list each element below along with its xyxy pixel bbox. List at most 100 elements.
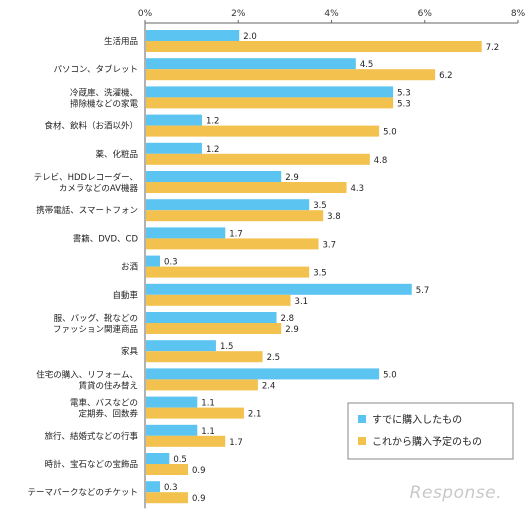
category-label: 旅行、結婚式などの行事: [44, 431, 138, 442]
bar-purchased: [146, 481, 160, 493]
bar-purchased: [146, 227, 226, 239]
bar-planned: [146, 125, 380, 137]
value-label: 2.1: [248, 410, 262, 420]
bar-planned: [146, 238, 319, 250]
bar-planned: [146, 492, 188, 504]
value-label: 5.0: [383, 128, 397, 138]
bar-planned: [146, 464, 188, 475]
value-label: 3.5: [313, 201, 327, 211]
value-label: 1.5: [220, 342, 234, 352]
category-label: 自動車: [112, 290, 138, 301]
bar-planned: [146, 97, 394, 109]
value-label: 1.2: [206, 145, 220, 155]
category-label: 定期券、回数券: [78, 409, 138, 420]
bar-purchased: [146, 453, 170, 464]
response-logo: Response.: [409, 483, 502, 503]
value-label: 3.5: [313, 269, 327, 279]
category-label: テレビ、HDDレコーダー、: [34, 172, 138, 183]
value-label: 2.9: [285, 325, 299, 335]
category-label: 書籍、DVD、CD: [73, 233, 139, 244]
value-label: 4.3: [350, 184, 364, 194]
value-label: 2.9: [285, 173, 299, 183]
bar-purchased: [146, 171, 282, 182]
value-label: 0.5: [173, 455, 187, 465]
value-label: 0.9: [192, 494, 206, 504]
legend-swatch: [358, 437, 366, 445]
bar-purchased: [146, 396, 198, 408]
bar-planned: [146, 351, 263, 363]
value-label: 2.8: [281, 314, 295, 324]
value-label: 1.7: [229, 229, 243, 239]
value-label: 3.1: [295, 297, 309, 307]
bar-purchased: [146, 86, 394, 98]
bar-planned: [146, 379, 258, 391]
bar-purchased: [146, 424, 198, 436]
value-label: 0.3: [164, 258, 178, 268]
bar-purchased: [146, 58, 356, 70]
bar-purchased: [146, 368, 380, 380]
bar-planned: [146, 294, 291, 306]
x-tick-label: 8%: [511, 9, 526, 19]
category-label: テーマパークなどのチケット: [27, 488, 138, 498]
category-label: カメラなどのAV機器: [59, 183, 139, 194]
category-label: 服、バッグ、靴などの: [54, 313, 138, 324]
category-label: 冷蔵庫、洗濯機、: [70, 87, 138, 98]
value-label: 3.8: [327, 212, 341, 222]
value-label: 4.5: [360, 60, 374, 70]
bar-planned: [146, 407, 244, 419]
bar-planned: [146, 69, 436, 81]
bar-planned: [146, 153, 370, 165]
legend-label: これから購入予定のもの: [372, 435, 482, 448]
legend-box: [347, 402, 514, 460]
category-label: 掃除機などの家電: [70, 98, 139, 109]
category-label: 電車、バスなどの: [70, 398, 138, 409]
bar-planned: [146, 182, 347, 193]
value-label: 5.3: [397, 99, 411, 109]
value-label: 2.0: [243, 32, 257, 42]
category-label: 薬、化粧品: [95, 149, 138, 160]
bar-purchased: [146, 199, 310, 211]
value-label: 5.3: [397, 88, 411, 98]
value-label: 1.1: [201, 427, 215, 437]
x-tick-label: 4%: [324, 9, 339, 19]
value-label: 4.8: [374, 156, 388, 166]
category-label: 時計、宝石などの宝飾品: [44, 459, 138, 470]
bar-purchased: [146, 30, 240, 41]
value-label: 0.3: [164, 483, 178, 493]
bar-planned: [146, 266, 310, 278]
bar-planned: [146, 41, 482, 52]
category-label: 食材、飲料（お酒以外）: [44, 121, 138, 132]
legend-swatch: [358, 415, 366, 423]
legend-label: すでに購入したもの: [372, 413, 462, 426]
bar-purchased: [146, 312, 277, 323]
category-label: 住宅の購入、リフォーム、: [36, 369, 138, 380]
category-label: ファッション関連商品: [53, 324, 138, 335]
category-label: お酒: [121, 263, 139, 273]
category-label: 生活用品: [104, 36, 138, 47]
category-label: 携帯電話、スマートフォン: [36, 205, 138, 216]
category-label: 家具: [121, 346, 139, 357]
category-label: 賃貸の住み替え: [78, 380, 138, 391]
bar-planned: [146, 210, 324, 222]
value-label: 5.7: [416, 286, 430, 296]
value-label: 2.4: [262, 381, 276, 391]
value-label: 0.9: [192, 466, 206, 476]
bar-purchased: [146, 114, 202, 126]
bar-planned: [146, 435, 226, 447]
value-label: 7.2: [486, 43, 500, 53]
value-label: 1.1: [201, 399, 215, 409]
x-tick-label: 6%: [418, 9, 433, 19]
value-label: 2.5: [267, 353, 281, 363]
value-label: 1.7: [229, 438, 243, 448]
value-label: 6.2: [439, 71, 453, 81]
bar-purchased: [146, 255, 160, 267]
bar-purchased: [146, 142, 202, 154]
bar-purchased: [146, 340, 216, 352]
bar-planned: [146, 323, 282, 334]
x-tick-label: 0%: [138, 9, 153, 19]
bar-purchased: [146, 283, 412, 295]
category-label: パソコン、タブレット: [54, 64, 139, 75]
value-label: 3.7: [323, 240, 337, 250]
value-label: 1.2: [206, 117, 220, 127]
